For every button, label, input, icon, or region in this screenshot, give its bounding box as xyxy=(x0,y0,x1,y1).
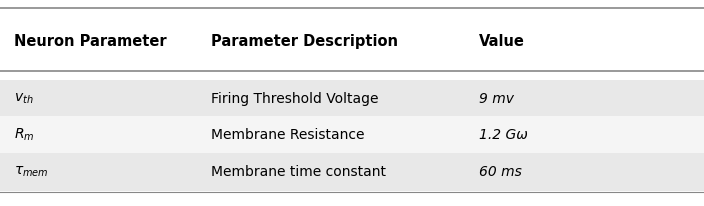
Text: $R_{m}$: $R_{m}$ xyxy=(14,127,34,143)
Bar xyxy=(0,116,704,154)
Text: 9 mv: 9 mv xyxy=(479,92,514,106)
Bar xyxy=(0,153,704,191)
Text: Neuron Parameter: Neuron Parameter xyxy=(14,34,167,49)
Text: Parameter Description: Parameter Description xyxy=(211,34,398,49)
Bar xyxy=(0,80,704,118)
Text: $\tau_{mem}$: $\tau_{mem}$ xyxy=(14,165,49,179)
Text: Value: Value xyxy=(479,34,524,49)
Text: Membrane time constant: Membrane time constant xyxy=(211,165,386,179)
Text: $v_{th}$: $v_{th}$ xyxy=(14,92,34,106)
Text: Firing Threshold Voltage: Firing Threshold Voltage xyxy=(211,92,379,106)
Text: 60 ms: 60 ms xyxy=(479,165,522,179)
Text: Membrane Resistance: Membrane Resistance xyxy=(211,128,365,142)
Text: 1.2 Gω: 1.2 Gω xyxy=(479,128,527,142)
